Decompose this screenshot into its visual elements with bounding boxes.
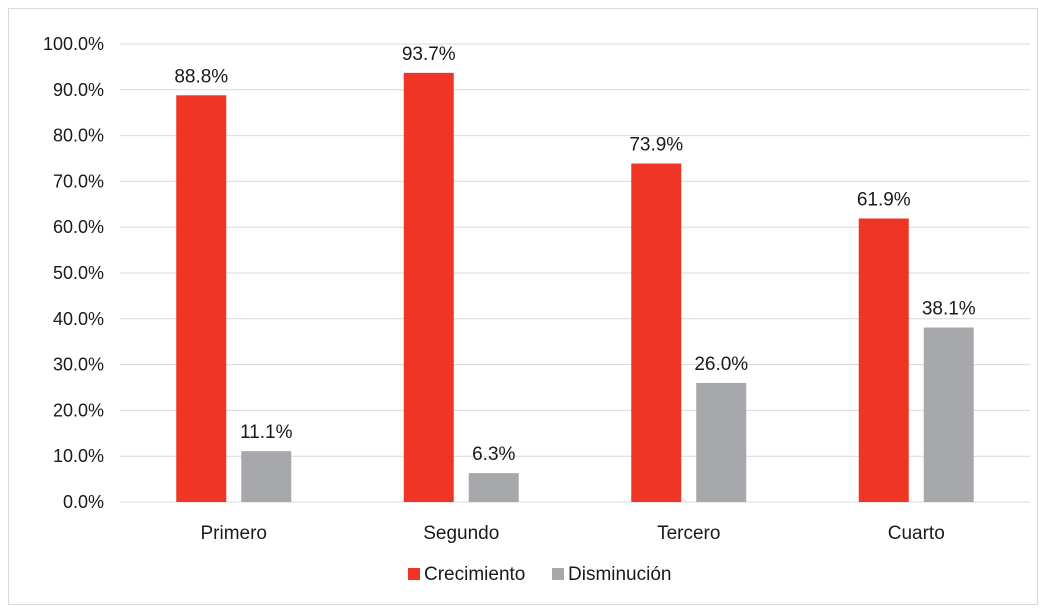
legend-swatch bbox=[552, 568, 564, 580]
x-tick-label: Segundo bbox=[423, 523, 499, 544]
x-tick-label: Primero bbox=[200, 523, 267, 544]
data-label: 93.7% bbox=[402, 44, 456, 65]
bar-disminucion bbox=[468, 473, 519, 502]
x-tick-label: Tercero bbox=[657, 523, 720, 544]
data-label: 61.9% bbox=[857, 189, 911, 210]
y-tick-label: 70.0% bbox=[53, 171, 104, 191]
bar-crecimiento bbox=[631, 163, 682, 502]
legend-label: Disminución bbox=[568, 564, 671, 585]
bar-crecimiento bbox=[176, 95, 227, 503]
y-tick-label: 20.0% bbox=[53, 400, 104, 420]
chart-frame: 0.0% 10.0% 20.0% 30.0% 40.0% 50.0% 60.0% 70.0% 8… bbox=[8, 8, 1038, 605]
y-tick-label: 60.0% bbox=[53, 217, 104, 237]
bar-disminucion bbox=[696, 382, 747, 502]
legend-swatch bbox=[408, 568, 420, 580]
y-tick-label: 50.0% bbox=[53, 263, 104, 283]
bar-chart: 0.0% 10.0% 20.0% 30.0% 40.0% 50.0% 60.0% 70.0% 8… bbox=[43, 34, 1030, 585]
bar-crecimiento bbox=[403, 72, 454, 502]
y-tick-label: 100.0% bbox=[43, 34, 104, 54]
x-tick-label: Cuarto bbox=[888, 523, 945, 544]
legend-label: Crecimiento bbox=[424, 564, 525, 585]
bar-disminucion bbox=[923, 327, 974, 502]
y-tick-label: 30.0% bbox=[53, 355, 104, 375]
data-label: 6.3% bbox=[472, 444, 515, 465]
data-label: 26.0% bbox=[694, 354, 748, 375]
data-label: 11.1% bbox=[240, 422, 293, 443]
data-label: 88.8% bbox=[174, 66, 228, 87]
y-tick-label: 0.0% bbox=[63, 492, 104, 512]
data-label: 73.9% bbox=[629, 135, 683, 156]
y-tick-label: 10.0% bbox=[53, 446, 104, 466]
y-tick-label: 40.0% bbox=[53, 309, 104, 329]
y-tick-label: 90.0% bbox=[53, 80, 104, 100]
bar-disminucion bbox=[241, 451, 292, 502]
data-label: 38.1% bbox=[922, 299, 976, 320]
bar-crecimiento bbox=[858, 218, 909, 503]
y-tick-label: 80.0% bbox=[53, 126, 104, 146]
